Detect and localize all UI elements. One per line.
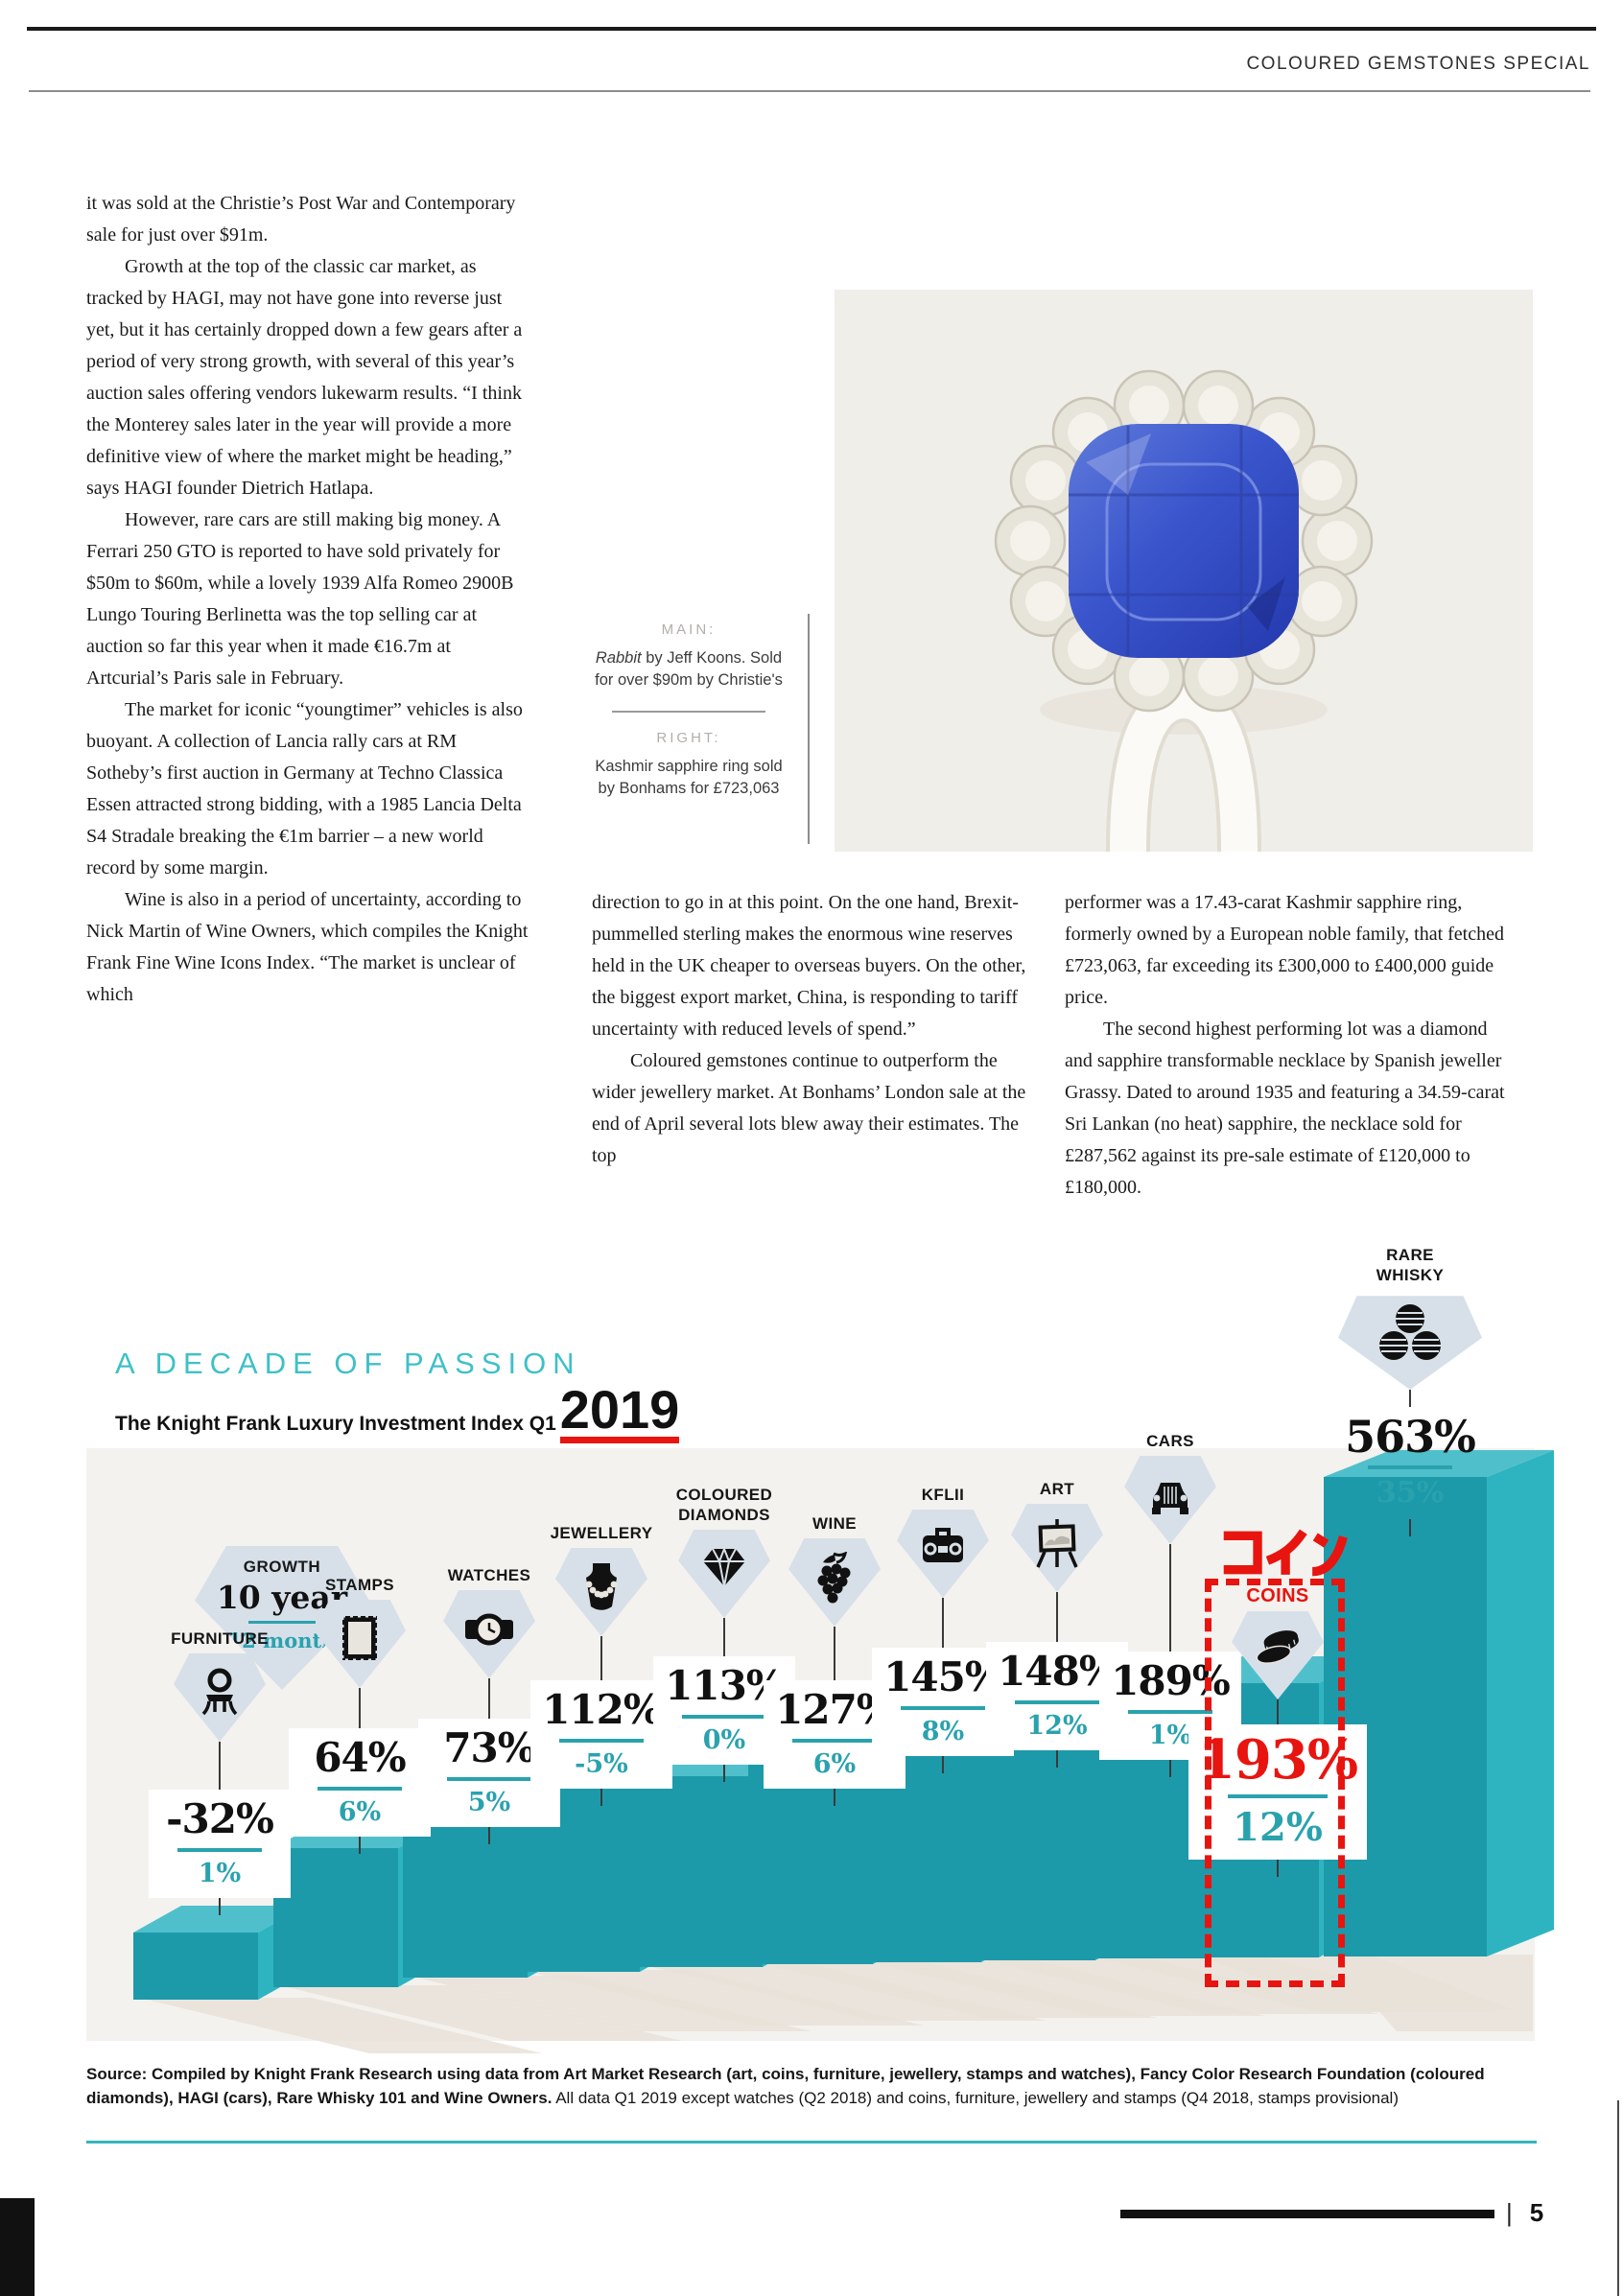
paragraph: it was sold at the Christie’s Post War a… (86, 193, 516, 246)
page-number-divider: | (1506, 2198, 1513, 2227)
rare-whisky-icon (1379, 1304, 1441, 1360)
right-border-rule (1617, 2100, 1619, 2296)
wine-icon (817, 1552, 851, 1604)
header-divider (29, 90, 1590, 92)
top-border-rule (27, 27, 1596, 31)
corner-block (0, 2198, 35, 2296)
article-column-2: direction to go in at this point. On the… (592, 887, 1037, 1172)
paragraph: Growth at the top of the classic car mar… (86, 256, 523, 499)
artwork-title: Rabbit (595, 649, 642, 667)
caption-vertical-rule (808, 614, 810, 844)
section-kicker: COLOURED GEMSTONES SPECIAL (1246, 54, 1590, 74)
category-coins: COINS 193% 12% (1188, 1586, 1368, 1877)
legend-title: GROWTH (243, 1558, 321, 1576)
bottom-teal-rule (86, 2141, 1537, 2144)
caption-main-text: Rabbit by Jeff Koons. Sold for over $90m… (595, 649, 783, 689)
caption-right-text: Kashmir sapphire ring sold by Bonhams fo… (595, 758, 783, 797)
cars-icon (1152, 1483, 1188, 1514)
chart-source: Source: Compiled by Knight Frank Researc… (86, 2062, 1537, 2110)
page-number: | 5 (1506, 2198, 1544, 2227)
art-icon (1036, 1519, 1078, 1568)
coins-highlight-box (1205, 1579, 1345, 1987)
source-regular: All data Q1 2019 except watches (Q2 2018… (552, 2089, 1399, 2107)
footer-rule (1120, 2210, 1494, 2218)
paragraph: However, rare cars are still making big … (86, 509, 514, 689)
chart-subtitle: The Knight Frank Luxury Investment Index… (115, 1413, 556, 1435)
sapphire-ring-image (835, 290, 1533, 852)
paragraph: performer was a 17.43-carat Kashmir sapp… (1065, 892, 1504, 1008)
category-jewellery: JEWELLERY 112% -5% (517, 1523, 686, 1806)
source-bold: Source: Compiled by Knight Frank Researc… (86, 2065, 1485, 2107)
category-stamps: STAMPS 64% 6% (275, 1575, 444, 1854)
furniture-icon (201, 1668, 238, 1716)
caption-right-label: RIGHT: (656, 730, 721, 746)
chart-year: 2019 (559, 1383, 680, 1443)
article-column-3: performer was a 17.43-carat Kashmir sapp… (1065, 887, 1510, 1204)
coins-icon (1256, 1630, 1299, 1664)
chart-subtitle-row: The Knight Frank Luxury Investment Index… (115, 1383, 680, 1443)
paragraph: The market for iconic “youngtimer” vehic… (86, 699, 523, 879)
watches-icon (465, 1613, 513, 1646)
diamond-halo (994, 369, 1374, 713)
paragraph: The second highest performing lot was a … (1065, 1019, 1505, 1198)
coloured-diamonds-icon (703, 1546, 745, 1587)
image-caption: MAIN: Rabbit by Jeff Koons. Sold for ove… (587, 621, 790, 800)
paragraph: Wine is also in a period of uncertainty,… (86, 889, 529, 1005)
paragraph: Coloured gemstones continue to outperfor… (592, 1050, 1026, 1166)
category-watches: WATCHES 73% 5% (405, 1565, 574, 1844)
sapphire-ring-illustration (994, 369, 1374, 852)
legend-rule (248, 1621, 316, 1624)
paragraph: direction to go in at this point. On the… (592, 892, 1026, 1040)
category-rare-whisky: RARE WHISKY 563% 35% (1326, 1245, 1494, 1536)
kflii-icon (923, 1528, 963, 1562)
jewellery-icon (585, 1563, 618, 1610)
chart-title: A DECADE OF PASSION (115, 1347, 581, 1380)
article-column-1: it was sold at the Christie’s Post War a… (86, 188, 531, 1011)
coins-japanese-label (1211, 1527, 1354, 1579)
stamps-icon (341, 1614, 379, 1662)
caption-divider (612, 711, 765, 713)
caption-main-label: MAIN: (661, 621, 717, 638)
sapphire-gem (1069, 424, 1299, 658)
category-furniture: FURNITURE -32% 1% (135, 1628, 304, 1915)
